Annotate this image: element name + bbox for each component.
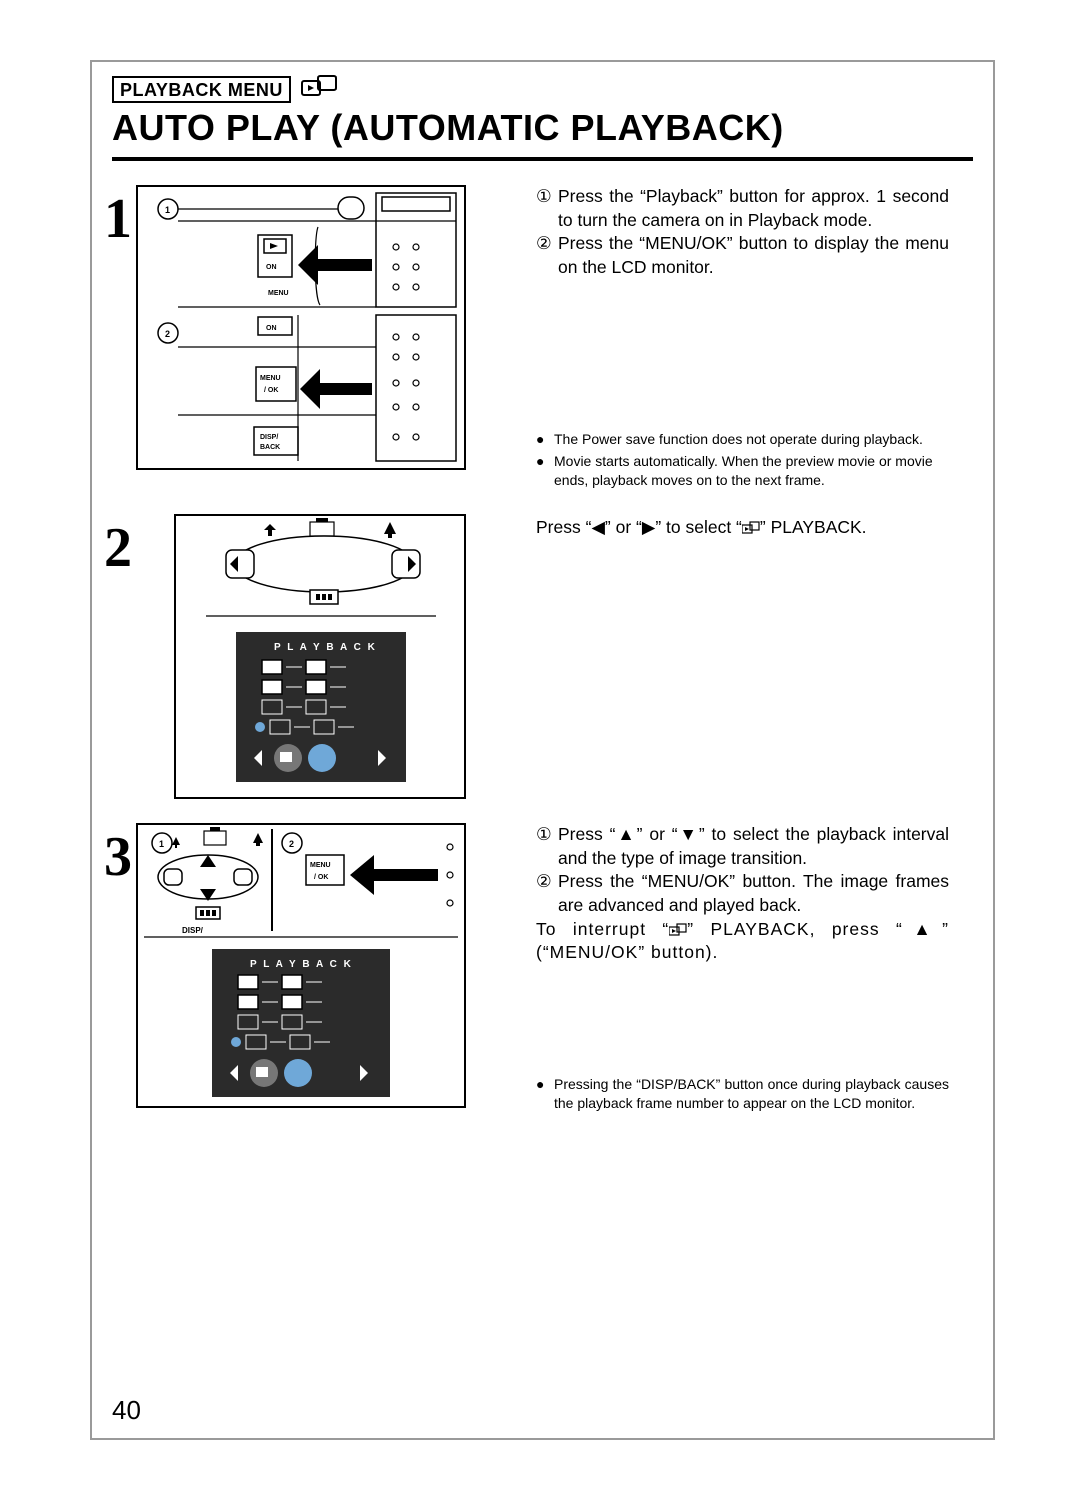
step1-line2: Press the “MENU/OK” button to display th… <box>558 232 949 279</box>
step-3-notes: ●Pressing the “DISP/BACK” button once du… <box>536 1075 949 1113</box>
page-header: PLAYBACK MENU AUTO PLAY (AUTOMATIC PLAYB… <box>112 62 973 161</box>
step-1-text: ①Press the “Playback” button for approx.… <box>466 185 973 490</box>
svg-text:P L A Y B A C K: P L A Y B A C K <box>250 959 353 970</box>
step-2-figure: P L A Y B A C K <box>174 514 466 799</box>
autoplay-icon <box>301 72 339 107</box>
marker-2: ② <box>536 232 558 279</box>
step-3-figure: 1 2 DISP/ MENU / OK <box>136 823 466 1108</box>
svg-text:ON: ON <box>266 325 277 332</box>
svg-text:2: 2 <box>165 329 170 339</box>
left-arrow-icon: ◀ <box>591 517 604 537</box>
svg-text:MENU: MENU <box>260 375 281 382</box>
note-1: The Power save function does not operate… <box>554 430 949 449</box>
page-number: 40 <box>112 1395 141 1426</box>
step-3-text: ①Press “▲” or “▼” to select the playback… <box>466 823 973 1113</box>
svg-text:MENU: MENU <box>268 290 289 297</box>
note-icon: ● <box>536 430 554 449</box>
marker-1: ① <box>536 823 558 870</box>
step-number: 1 <box>92 185 132 490</box>
step-number: 3 <box>92 823 132 1113</box>
step3-line2: Press the “MENU/OK” button. The image fr… <box>558 870 949 917</box>
note-icon: ● <box>536 1075 554 1113</box>
step3-tail: To interrupt “” PLAYBACK, press “▲” (“ME… <box>536 918 949 965</box>
svg-text:DISP/: DISP/ <box>260 434 278 441</box>
step-1-notes: ●The Power save function does not operat… <box>536 430 949 491</box>
svg-text:MENU: MENU <box>310 862 331 869</box>
step-2: 2 P L A Y B A C K <box>92 514 973 799</box>
svg-text:DISP/: DISP/ <box>182 926 204 935</box>
right-arrow-icon: ▶ <box>642 517 655 537</box>
autoplay-inline-icon <box>669 923 687 937</box>
step-3: 3 1 2 DISP/ MENU / OK <box>92 823 973 1113</box>
note-3: Pressing the “DISP/BACK” button once dur… <box>554 1075 949 1113</box>
svg-text:BACK: BACK <box>260 444 280 451</box>
svg-text:/ OK: / OK <box>314 874 328 881</box>
step-1-figure: 1 ON MENU 2 ON <box>136 185 466 470</box>
marker-2: ② <box>536 870 558 917</box>
playback-menu-badge: PLAYBACK MENU <box>112 76 291 103</box>
step3-line1: Press “▲” or “▼” to select the playback … <box>558 823 949 870</box>
svg-text:1: 1 <box>159 839 164 849</box>
step-1: 1 1 ON MENU <box>92 185 973 490</box>
step-number: 2 <box>92 514 132 799</box>
on-label: ON <box>266 264 277 271</box>
page-title: AUTO PLAY (AUTOMATIC PLAYBACK) <box>112 107 784 149</box>
step1-line1: Press the “Playback” button for approx. … <box>558 185 949 232</box>
step2-line: Press “◀” or “▶” to select “” PLAYBACK. <box>536 516 949 540</box>
note-icon: ● <box>536 452 554 490</box>
autoplay-inline-icon <box>742 521 760 535</box>
note-2: Movie starts automatically. When the pre… <box>554 452 949 490</box>
page-frame: PLAYBACK MENU AUTO PLAY (AUTOMATIC PLAYB… <box>90 60 995 1440</box>
marker-1: ① <box>536 185 558 232</box>
lcd-playback-title: P L A Y B A C K <box>274 642 377 653</box>
step-2-text: Press “◀” or “▶” to select “” PLAYBACK. <box>466 514 973 799</box>
svg-text:/ OK: / OK <box>264 387 278 394</box>
svg-text:2: 2 <box>289 839 294 849</box>
svg-text:1: 1 <box>165 205 170 215</box>
